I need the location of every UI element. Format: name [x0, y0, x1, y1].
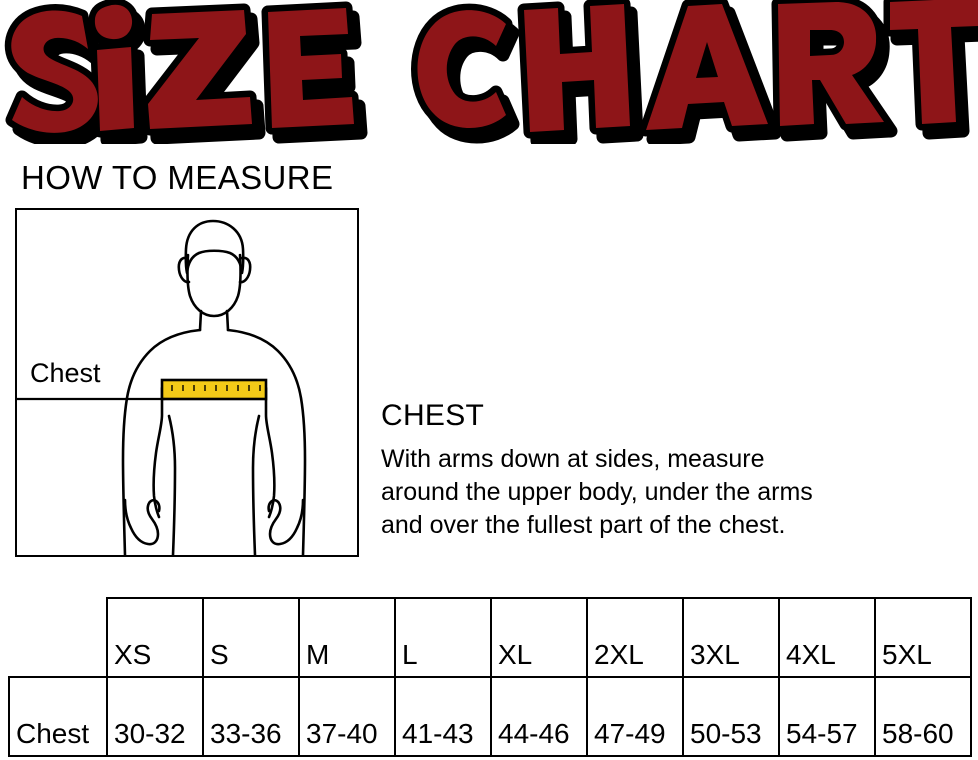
table-corner-blank — [9, 598, 107, 677]
male-torso-front-view-icon — [17, 219, 307, 555]
table-cell: 50-53 — [682, 676, 780, 757]
table-header-cell: XS — [106, 597, 204, 678]
chest-description-body: With arms down at sides, measure around … — [381, 443, 961, 542]
table-cell: 41-43 — [394, 676, 492, 757]
table-cell: 33-36 — [202, 676, 300, 757]
measurement-illustration-box — [15, 208, 359, 557]
table-row-label: Chest — [8, 676, 108, 757]
table-row-header: XS S M L XL 2XL 3XL 4XL 5XL — [9, 597, 972, 678]
table-cell: 47-49 — [586, 676, 684, 757]
size-table: XS S M L XL 2XL 3XL 4XL 5XL Chest 30-32 … — [8, 597, 972, 757]
table-header-cell: 5XL — [874, 597, 972, 678]
table-header-cell: S — [202, 597, 300, 678]
chest-description-title: CHEST — [381, 399, 485, 432]
measuring-tape-icon — [160, 378, 268, 401]
description-line: around the upper body, under the arms — [381, 478, 813, 506]
description-line: With arms down at sides, measure — [381, 445, 765, 473]
table-header-cell: XL — [490, 597, 588, 678]
description-line: and over the fullest part of the chest. — [381, 511, 786, 539]
table-cell: 30-32 — [106, 676, 204, 757]
table-cell: 37-40 — [298, 676, 396, 757]
table-header-cell: L — [394, 597, 492, 678]
table-cell: 58-60 — [874, 676, 972, 757]
table-cell: 44-46 — [490, 676, 588, 757]
table-header-cell: 2XL — [586, 597, 684, 678]
table-header-cell: M — [298, 597, 396, 678]
chest-description-block: CHEST With arms down at sides, measure a… — [381, 398, 961, 542]
chest-callout-label: Chest — [30, 358, 101, 388]
table-cell: 54-57 — [778, 676, 876, 757]
table-row: Chest 30-32 33-36 37-40 41-43 44-46 47-4… — [8, 676, 972, 757]
page-title — [0, 0, 978, 144]
table-header-cell: 3XL — [682, 597, 780, 678]
how-to-measure-heading: HOW TO MEASURE — [21, 159, 334, 196]
table-header-cell: 4XL — [778, 597, 876, 678]
